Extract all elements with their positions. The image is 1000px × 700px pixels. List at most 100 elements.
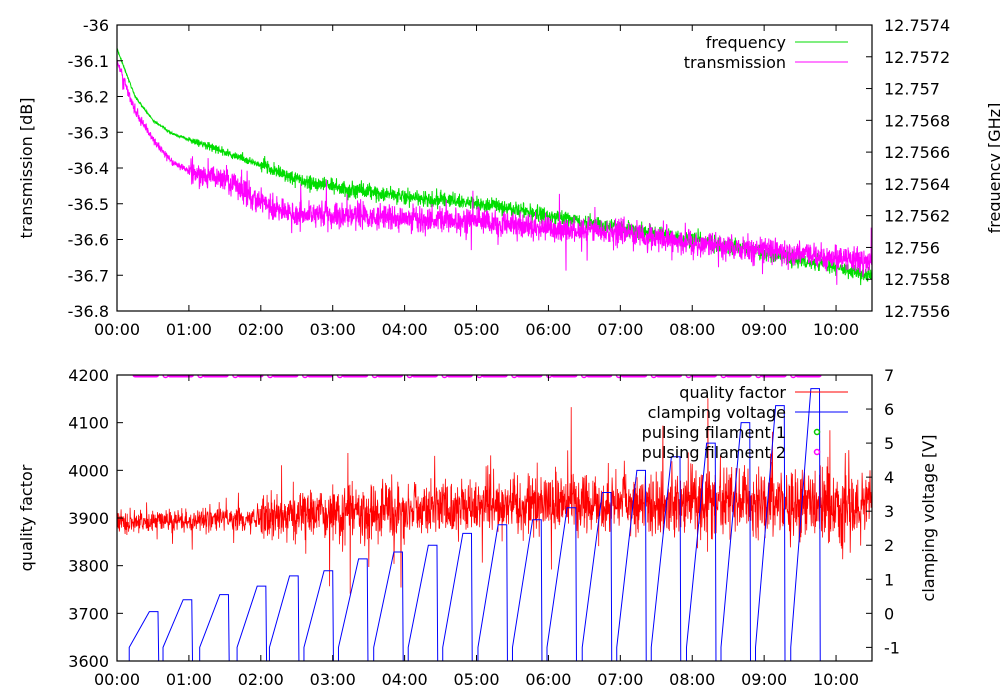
y-tick-label: -36 — [83, 16, 109, 35]
clamping-voltage-cycle — [236, 585, 268, 661]
y-tick-label: -36.2 — [68, 88, 109, 107]
x-tick-label: 05:00 — [453, 670, 499, 689]
pulsing-filament-2-point — [371, 375, 379, 379]
y2-tick-label: 12.7568 — [884, 111, 950, 130]
x-tick-label: 09:00 — [741, 320, 787, 339]
y-tick-label: 4100 — [68, 414, 109, 433]
y-tick-label: -36.4 — [68, 159, 109, 178]
y-tick-label: 3800 — [68, 557, 109, 576]
y2-tick-label: 4 — [884, 468, 894, 487]
legend-label: pulsing filament 1 — [642, 423, 786, 442]
pulsing-filament-2-point — [685, 375, 692, 379]
pulsing-filament-2-point — [301, 375, 309, 379]
x-tick-label: 00:00 — [94, 320, 140, 339]
x-tick-label: 08:00 — [669, 320, 715, 339]
x-tick-label: 04:00 — [382, 320, 428, 339]
transmission-line — [117, 59, 872, 285]
pulsing-filament-2-point — [476, 375, 483, 379]
y-tick-label: -36.8 — [68, 302, 109, 321]
pulsing-filament-2-point — [580, 375, 588, 379]
clamping-voltage-cycle — [303, 570, 334, 661]
pulsing-filament-2-point — [441, 375, 448, 379]
x-tick-label: 04:00 — [382, 670, 428, 689]
legend-label: frequency — [706, 33, 786, 52]
legend-marker — [813, 448, 821, 456]
quality-factor-line — [117, 398, 872, 594]
pulsing-filament-2-point — [197, 375, 204, 379]
y-tick-label: 3700 — [68, 604, 109, 623]
y2-tick-label: 12.7556 — [884, 302, 950, 321]
pulsing-filament-2-point — [790, 375, 797, 379]
y-tick-label: -36.6 — [68, 231, 109, 250]
clamping-voltage-cycle — [199, 594, 230, 661]
x-tick-label: 01:00 — [166, 670, 212, 689]
y2-tick-label: 12.7574 — [884, 16, 950, 35]
clamping-voltage-cycle — [268, 575, 300, 661]
y2-axis-label: clamping voltage [V] — [919, 435, 938, 602]
y2-tick-label: 12.7558 — [884, 270, 950, 289]
y2-tick-label: 12.7562 — [884, 207, 950, 226]
top-panel: 00:00 01:00 02:00 03:00 04:00 05:00 06:00 07:00… — [17, 16, 1000, 339]
x-tick-label: 10:00 — [813, 670, 859, 689]
y2-tick-label: 12.757 — [884, 80, 940, 99]
clamping-voltage-cycle — [616, 469, 647, 661]
pulsing-filament-2-point — [650, 375, 658, 379]
pulsing-filament-2-point — [162, 375, 169, 379]
pulsing-filament-2-point — [406, 375, 413, 379]
y2-tick-label: 5 — [884, 434, 894, 453]
x-tick-label: 09:00 — [741, 670, 787, 689]
x-tick-label: 05:00 — [453, 320, 499, 339]
pulsing-filament-2-point — [511, 375, 518, 379]
y-tick-label: 4200 — [68, 366, 109, 385]
y2-tick-label: 1 — [884, 570, 894, 589]
clamping-voltage-cycle — [546, 507, 577, 661]
y-tick-label: -36.5 — [68, 195, 109, 214]
y-tick-label: -36.3 — [68, 123, 109, 142]
plot-area — [117, 47, 872, 286]
y2-tick-label: 3 — [884, 502, 894, 521]
clamping-voltage-cycle — [650, 456, 682, 661]
legend-label: quality factor — [679, 383, 786, 402]
x-tick-label: 02:00 — [238, 320, 284, 339]
clamping-voltage-cycle — [477, 524, 508, 661]
x-tick-label: 03:00 — [310, 320, 356, 339]
x-tick-label: 00:00 — [94, 670, 140, 689]
clamping-voltage-cycle — [511, 519, 543, 661]
x-tick-label: 02:00 — [238, 670, 284, 689]
legend-label: pulsing filament 2 — [642, 443, 786, 462]
y2-axis-label: frequency [GHz] — [985, 103, 1000, 234]
y-tick-label: 3900 — [68, 509, 109, 528]
y2-tick-label: 12.7564 — [884, 175, 950, 194]
clamping-voltage-cycle — [790, 388, 821, 661]
pulsing-filament-2-point — [755, 375, 762, 379]
x-tick-label: 03:00 — [310, 670, 356, 689]
clamping-voltage-cycle — [720, 422, 751, 661]
legend-label: transmission — [684, 53, 786, 72]
y2-tick-label: 12.7566 — [884, 143, 950, 162]
clamping-voltage-cycle — [337, 558, 369, 661]
x-tick-label: 08:00 — [669, 670, 715, 689]
x-tick-label: 01:00 — [166, 320, 212, 339]
pulsing-filament-2-point — [336, 375, 344, 379]
clamping-voltage-cycle — [755, 405, 786, 661]
clamping-voltage-cycle — [407, 544, 439, 661]
y-tick-label: 3600 — [68, 652, 109, 671]
pulsing-filament-2-point — [615, 375, 623, 379]
y2-tick-label: 7 — [884, 366, 894, 385]
x-tick-label: 10:00 — [813, 320, 859, 339]
y-axis-label: quality factor — [17, 464, 36, 571]
clamping-voltage-cycle — [442, 532, 473, 661]
y2-tick-label: 2 — [884, 536, 894, 555]
x-tick-label: 07:00 — [597, 320, 643, 339]
pulsing-filament-2-point — [720, 375, 727, 379]
pulsing-filament-2-point — [545, 375, 553, 379]
x-tick-label: 06:00 — [525, 320, 571, 339]
y2-tick-label: 12.756 — [884, 238, 940, 257]
y2-tick-label: 12.7572 — [884, 48, 950, 67]
clamping-voltage-cycle — [162, 599, 193, 661]
clamping-voltage-cycle — [373, 551, 404, 661]
clamping-voltage-cycle — [128, 611, 160, 661]
y2-tick-label: 6 — [884, 400, 894, 419]
plot-area — [117, 375, 872, 661]
